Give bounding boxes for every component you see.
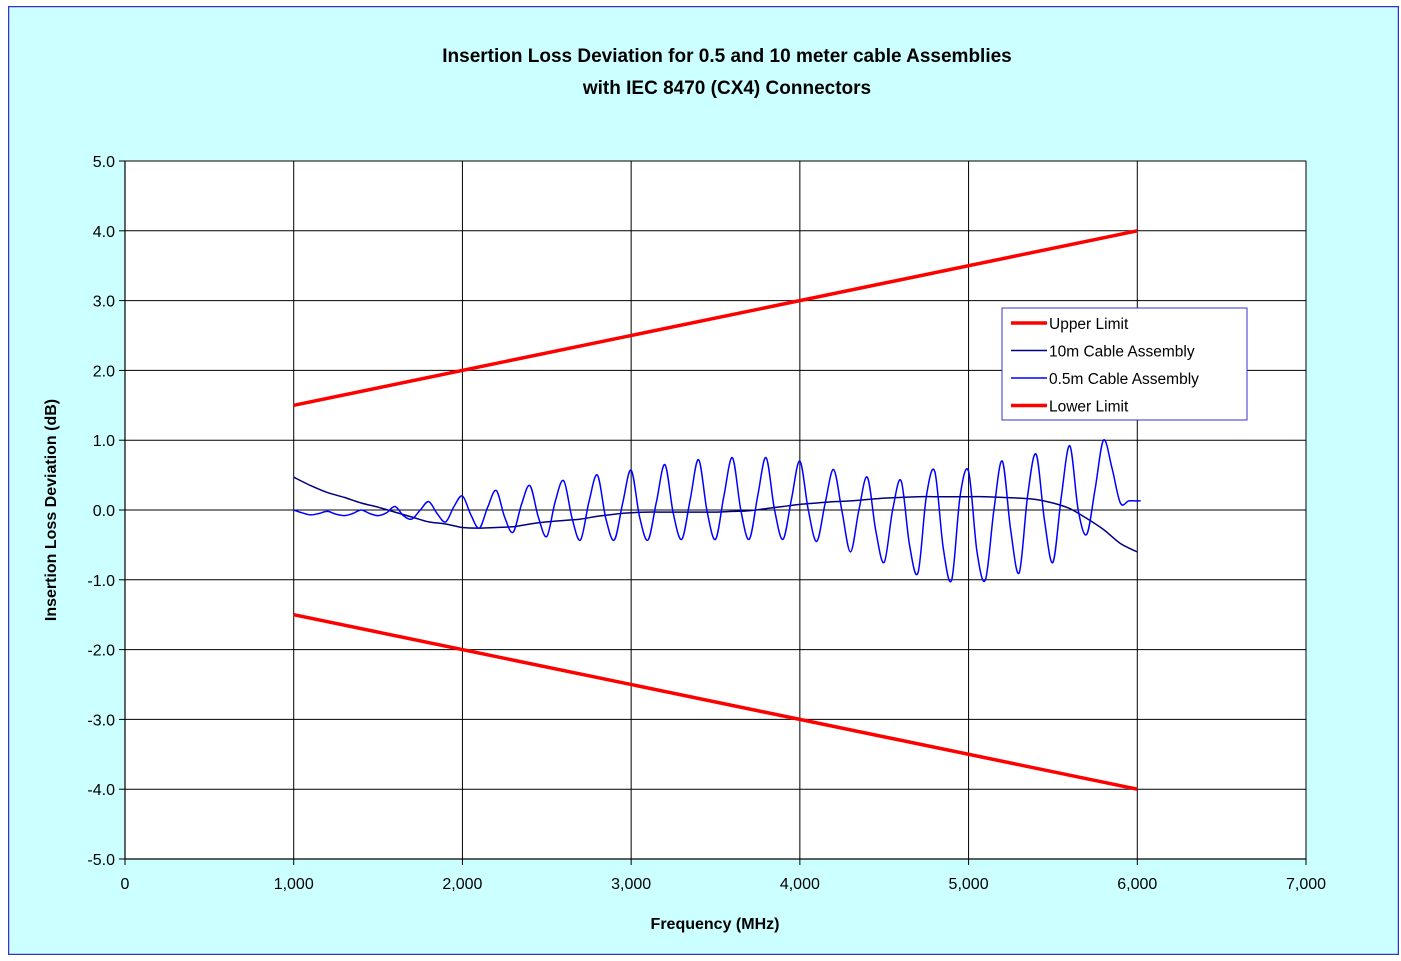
- series-line-upper-limit: [293, 229, 1138, 408]
- x-tick-label: 3,000: [611, 876, 651, 893]
- y-tick-label: 4.0: [93, 224, 115, 241]
- x-tick-label: 5,000: [949, 876, 989, 893]
- y-tick-label: -5.0: [87, 852, 115, 869]
- series-line-10m-cable-assembly: [293, 476, 1138, 553]
- axes: [119, 160, 1307, 865]
- chart-frame: Insertion Loss Deviation for 0.5 and 10 …: [7, 5, 1400, 956]
- series-lines: [293, 229, 1141, 791]
- x-tick-label: 0: [121, 876, 130, 893]
- y-tick-label: 3.0: [93, 294, 115, 311]
- y-tick-label: 1.0: [93, 433, 115, 450]
- series-line-0-5m-cable-assembly: [293, 439, 1141, 583]
- tick-labels: 5.0 4.0 3.0 2.0 1.0 0.0 -1.0 -2.0 -3.0 -4.0 -5.0 0 1…: [87, 154, 1326, 893]
- x-tick-label: 6,000: [1117, 876, 1157, 893]
- y-tick-label: -1.0: [87, 573, 115, 590]
- y-tick-label: -3.0: [87, 712, 115, 729]
- chart-title-line-2: with IEC 8470 (CX4) Connectors: [582, 78, 871, 99]
- y-tick-label: 5.0: [93, 154, 115, 171]
- x-tick-label: 7,000: [1286, 876, 1326, 893]
- legend-label: 10m Cable Assembly: [1049, 344, 1195, 361]
- chart: Insertion Loss Deviation for 0.5 and 10 …: [7, 5, 1400, 956]
- x-tick-label: 4,000: [780, 876, 820, 893]
- x-axis-title: Frequency (MHz): [651, 916, 780, 933]
- x-tick-label: 2,000: [442, 876, 482, 893]
- y-tick-label: 2.0: [93, 363, 115, 380]
- y-tick-label: 0.0: [93, 503, 115, 520]
- chart-title-line-1: Insertion Loss Deviation for 0.5 and 10 …: [442, 46, 1012, 67]
- y-axis-title: Insertion Loss Deviation (dB): [43, 399, 60, 621]
- y-tick-label: -2.0: [87, 643, 115, 660]
- legend-box: [1001, 307, 1248, 421]
- y-tick-label: -4.0: [87, 782, 115, 799]
- x-tick-label: 1,000: [274, 876, 314, 893]
- legend-label: 0.5m Cable Assembly: [1049, 371, 1199, 388]
- series-line-lower-limit: [293, 612, 1138, 791]
- legend: Upper Limit 10m Cable Assembly 0.5m Cable …: [1001, 307, 1248, 421]
- legend-label: Lower Limit: [1049, 399, 1129, 416]
- legend-label: Upper Limit: [1049, 316, 1129, 333]
